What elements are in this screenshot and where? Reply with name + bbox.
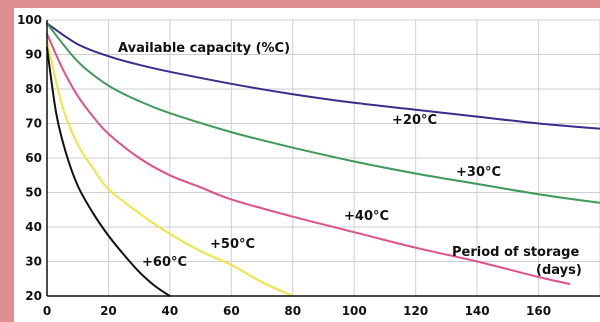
y-tick-label-70: 70 <box>25 117 42 131</box>
x-tick-label-20: 20 <box>100 304 117 318</box>
legend-label-60: +60°C <box>142 255 187 270</box>
x-axis-label-line2: (days) <box>536 263 582 278</box>
x-tick-label-60: 60 <box>223 304 240 318</box>
y-tick-label-80: 80 <box>25 82 42 96</box>
x-axis-label-line1: Period of storage <box>452 245 579 260</box>
y-tick-label-20: 20 <box>25 289 42 303</box>
y-tick-label-60: 60 <box>25 151 42 165</box>
series-line-4 <box>46 46 171 297</box>
x-tick-label-140: 140 <box>465 304 490 318</box>
y-tick-label-40: 40 <box>25 220 42 234</box>
legend-label-40: +40°C <box>344 209 389 224</box>
series-line-0 <box>46 22 600 130</box>
y-tick-label-100: 100 <box>17 13 42 27</box>
x-tick-label-80: 80 <box>284 304 301 318</box>
chart-title: Available capacity (%C) <box>118 41 290 56</box>
legend-label-20: +20°C <box>392 113 437 128</box>
y-tick-label-50: 50 <box>25 186 42 200</box>
axes <box>46 20 600 297</box>
y-tick-label-30: 30 <box>25 255 42 269</box>
series-line-2 <box>46 32 571 285</box>
legend-label-50: +50°C <box>210 237 255 252</box>
x-tick-label-120: 120 <box>403 304 428 318</box>
series-lines <box>46 22 600 297</box>
x-tick-label-40: 40 <box>162 304 179 318</box>
legend-label-30: +30°C <box>456 165 501 180</box>
x-tick-label-160: 160 <box>526 304 551 318</box>
series-line-1 <box>46 22 600 204</box>
series-line-3 <box>46 39 294 297</box>
x-tick-label-100: 100 <box>342 304 367 318</box>
chart-frame: 20 30 40 50 60 70 80 90 100 0 20 40 60 80 100 120 140 160… <box>14 8 600 322</box>
y-tick-label-90: 90 <box>25 48 42 62</box>
x-tick-label-0: 0 <box>43 304 51 318</box>
